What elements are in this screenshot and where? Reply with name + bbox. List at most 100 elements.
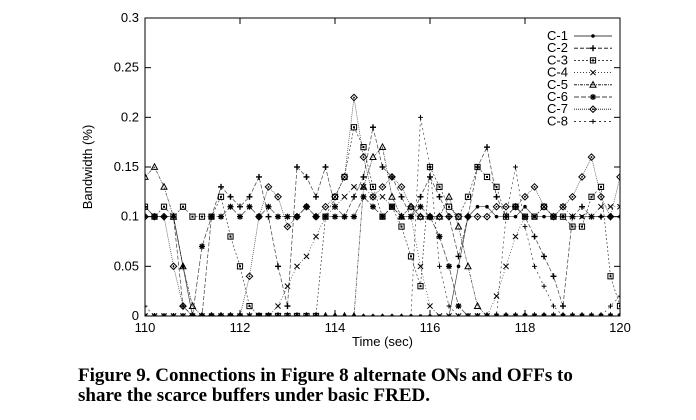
- legend-marker: [589, 80, 597, 88]
- data-point: [332, 203, 338, 210]
- data-point: [398, 213, 405, 220]
- data-point: [427, 173, 433, 180]
- legend-label: C-4: [547, 65, 568, 80]
- data-point: [483, 173, 491, 181]
- data-point: [484, 144, 490, 151]
- data-point: [493, 193, 500, 200]
- data-point: [417, 193, 424, 200]
- data-point: [379, 164, 386, 170]
- data-point: [237, 213, 243, 220]
- series-c-4: [145, 183, 620, 316]
- data-point: [531, 233, 538, 240]
- data-point: [588, 193, 595, 200]
- data-point: [464, 193, 472, 200]
- legend-item-c-8: C-8: [547, 113, 612, 128]
- data-point: [617, 313, 620, 316]
- data-point: [245, 272, 254, 281]
- data-point: [359, 153, 368, 161]
- series-c-7: [145, 93, 620, 316]
- data-point: [435, 212, 444, 220]
- data-point: [145, 203, 149, 210]
- data-point: [227, 193, 234, 200]
- legend-marker: [591, 34, 595, 38]
- data-point: [475, 313, 480, 316]
- data-point: [228, 313, 233, 316]
- series-line-c-7: [145, 97, 620, 316]
- data-point: [246, 203, 253, 210]
- data-point: [218, 313, 224, 316]
- data-point: [209, 313, 214, 316]
- legend-item-c-6: C-6: [547, 89, 612, 104]
- data-point: [198, 213, 206, 220]
- data-point: [483, 212, 491, 221]
- legend-marker: [589, 57, 597, 64]
- data-point: [445, 192, 453, 200]
- data-point: [437, 263, 442, 269]
- data-point: [350, 93, 358, 102]
- data-point: [246, 313, 253, 316]
- data-point: [341, 193, 348, 200]
- data-point: [484, 313, 490, 316]
- data-point: [542, 214, 546, 219]
- data-point: [256, 313, 262, 316]
- data-point: [303, 173, 310, 180]
- figure-caption: Figure 9. Connections in Figure 8 altern…: [78, 366, 678, 406]
- data-point: [408, 313, 414, 316]
- data-point: [179, 302, 187, 310]
- data-point: [294, 164, 300, 170]
- data-point: [265, 213, 272, 220]
- data-point: [445, 203, 453, 210]
- data-point: [275, 213, 281, 220]
- data-point: [418, 314, 423, 316]
- data-point: [435, 212, 444, 221]
- data-point: [455, 303, 462, 310]
- data-point: [145, 212, 149, 221]
- data-point: [160, 212, 168, 221]
- data-point: [303, 253, 310, 260]
- data-point: [361, 313, 366, 316]
- data-point: [398, 193, 405, 200]
- data-point: [199, 243, 205, 250]
- caption-line-2: share the scarce buffers under basic FRE…: [78, 385, 431, 406]
- legend-label: C-3: [547, 52, 568, 67]
- data-point: [350, 124, 358, 131]
- data-point: [531, 213, 538, 220]
- data-point: [407, 202, 415, 211]
- data-point: [237, 203, 243, 210]
- data-point: [340, 173, 349, 181]
- data-point: [513, 164, 518, 170]
- data-point: [208, 213, 215, 220]
- data-point: [359, 182, 368, 190]
- data-point: [503, 313, 509, 316]
- data-point: [331, 192, 339, 201]
- data-point: [217, 193, 225, 200]
- data-point: [616, 173, 620, 181]
- data-point: [512, 233, 519, 240]
- data-point: [541, 253, 547, 260]
- data-point: [313, 233, 319, 240]
- data-point: [312, 212, 320, 221]
- y-tick-label: 0.05: [114, 258, 139, 273]
- data-point: [370, 203, 376, 210]
- x-tick-label: 120: [609, 320, 631, 335]
- data-point: [275, 313, 281, 316]
- data-point: [351, 193, 357, 200]
- data-point: [389, 313, 395, 316]
- data-point: [322, 213, 329, 220]
- legend-label: C-2: [547, 40, 568, 55]
- data-point: [283, 222, 292, 231]
- y-tick-label: 0.15: [114, 159, 139, 174]
- data-point: [380, 313, 385, 316]
- data-point: [485, 204, 489, 209]
- data-point: [397, 182, 406, 191]
- series-line-c-3: [145, 126, 620, 316]
- data-point: [293, 212, 301, 221]
- data-point: [417, 263, 424, 270]
- data-point: [227, 233, 234, 240]
- series-c-2: [145, 124, 620, 316]
- bandwidth-chart: 0 0.05 0.1 0.15 0.2 0.25 0.3 110 112 114 116 118 12…: [80, 10, 631, 349]
- legend-label: C-5: [547, 77, 568, 92]
- data-point: [294, 263, 300, 270]
- data-point: [171, 313, 176, 316]
- series-line-c-2: [145, 127, 620, 316]
